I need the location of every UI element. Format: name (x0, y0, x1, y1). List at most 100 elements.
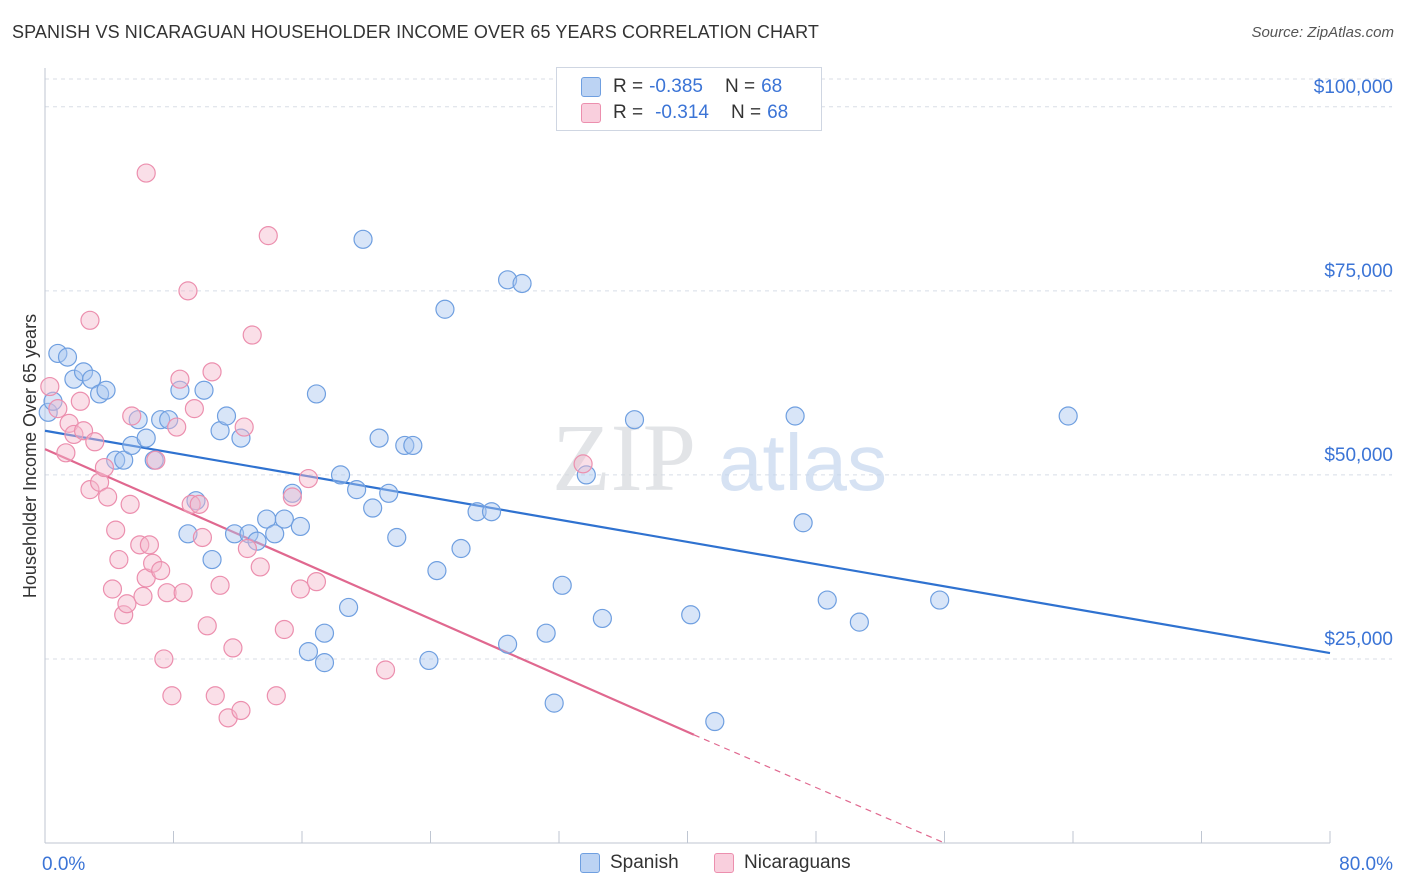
nicaraguan-point (178, 281, 198, 301)
nicaraguan-point (210, 575, 230, 595)
spanish-point (178, 524, 198, 544)
nicaraguan-swatch (581, 103, 601, 123)
spanish-point (1058, 406, 1078, 426)
spanish-point (481, 502, 502, 522)
spanish-point (705, 711, 725, 732)
nicaraguan-point (146, 450, 166, 470)
spanish-point (290, 516, 310, 537)
spanish-point (73, 362, 94, 382)
nicaraguan-point (181, 494, 201, 514)
spanish-point (159, 410, 179, 430)
nicaraguan-point (162, 686, 182, 706)
nicaraguan-swatch (714, 853, 734, 873)
nicaraguan-point (136, 163, 156, 183)
nicaraguan-point (151, 561, 171, 581)
nicaraguan-point (80, 480, 100, 500)
spanish-point (57, 347, 78, 367)
nicaraguan-point (143, 553, 163, 573)
nicaraguan-point (122, 406, 142, 426)
nicaraguan-point (231, 700, 251, 721)
spanish-point (379, 483, 399, 503)
spanish-point (576, 465, 596, 485)
nicaraguan-point (234, 417, 254, 437)
spanish-point (81, 369, 102, 389)
nicaraguan-point (258, 226, 278, 246)
spanish-point (136, 428, 156, 448)
spanish-point (512, 273, 532, 294)
spanish-point (592, 608, 612, 629)
spanish-point (785, 406, 805, 426)
y-tick-label: $100,000 (1314, 77, 1393, 98)
nicaraguan-point (274, 619, 294, 640)
spanish-point (395, 435, 415, 456)
spanish-point (274, 509, 294, 529)
spanish-point (48, 343, 68, 364)
legend-n-label: N = (724, 76, 756, 97)
spanish-point (96, 380, 116, 400)
y-tick-label: $25,000 (1324, 629, 1393, 650)
spanish-point (451, 538, 471, 559)
spanish-point (387, 527, 407, 548)
spanish-point (128, 410, 148, 430)
legend-r-value: -0.385 (649, 76, 703, 97)
spanish-point (427, 561, 447, 581)
spanish-point (544, 693, 564, 713)
spanish-point (224, 524, 245, 544)
nicaraguan-point (139, 535, 160, 555)
spanish-point (114, 450, 134, 470)
legend-n-value: 68 (767, 102, 789, 123)
spanish-point (849, 612, 869, 632)
nicaraguan-point (173, 583, 193, 603)
nicaraguan-point (94, 457, 115, 478)
nicaraguan-point (298, 468, 319, 489)
nicaraguan-point (250, 557, 270, 577)
nicaraguans-trend-extension (693, 734, 945, 844)
spanish-point (347, 480, 367, 500)
spanish-point (498, 634, 518, 654)
legend-row-nicaraguan: R = -0.314 N = 68 (581, 101, 788, 125)
watermark-zip: ZIP (552, 404, 696, 511)
legend-r-label: R = (613, 76, 644, 97)
spanish-point (194, 380, 214, 400)
spanish-point (106, 450, 126, 470)
nicaraguan-point (237, 538, 257, 559)
nicaraguan-point (106, 520, 126, 540)
legend-n-label: N = (730, 102, 762, 123)
spanish-point (552, 575, 572, 595)
y-tick-label: $75,000 (1324, 261, 1393, 282)
nicaraguan-point (157, 583, 177, 603)
spanish-point (419, 650, 439, 671)
x-label-left: 0.0% (42, 854, 85, 875)
legend-n-value: 68 (761, 76, 783, 97)
nicaraguan-point (197, 616, 217, 636)
y-axis-title: Householder Income Over 65 years (20, 314, 40, 598)
nicaraguan-point (192, 527, 213, 548)
nicaraguan-point (242, 325, 262, 345)
nicaraguan-point (202, 362, 222, 382)
nicaraguan-point (290, 579, 310, 599)
spanish-point (793, 513, 813, 533)
nicaraguan-point (56, 443, 76, 463)
bottom-legend-spanish-label: Spanish (610, 852, 679, 873)
spanish-point (435, 299, 455, 319)
nicaraguan-point (282, 487, 302, 507)
spanish-point (369, 428, 389, 448)
spanish-point (467, 502, 487, 522)
nicaraguan-point (120, 494, 140, 514)
nicaraguan-point (130, 535, 150, 555)
spanish-point (817, 590, 837, 610)
spanish-point (170, 380, 190, 400)
y-tick-label: $50,000 (1324, 445, 1393, 466)
nicaraguan-point (85, 432, 105, 452)
spanish-point (151, 410, 171, 430)
nicaraguan-point (375, 660, 396, 680)
nicaraguan-point (64, 424, 84, 445)
spanish-point (306, 384, 327, 404)
spanish-point (363, 498, 383, 518)
x-label-right: 80.0% (1339, 854, 1393, 875)
nicaraguan-point (223, 638, 243, 658)
nicaraguan-point (167, 417, 187, 437)
spanish-trend-line (44, 429, 1331, 655)
spanish-point (536, 623, 556, 643)
